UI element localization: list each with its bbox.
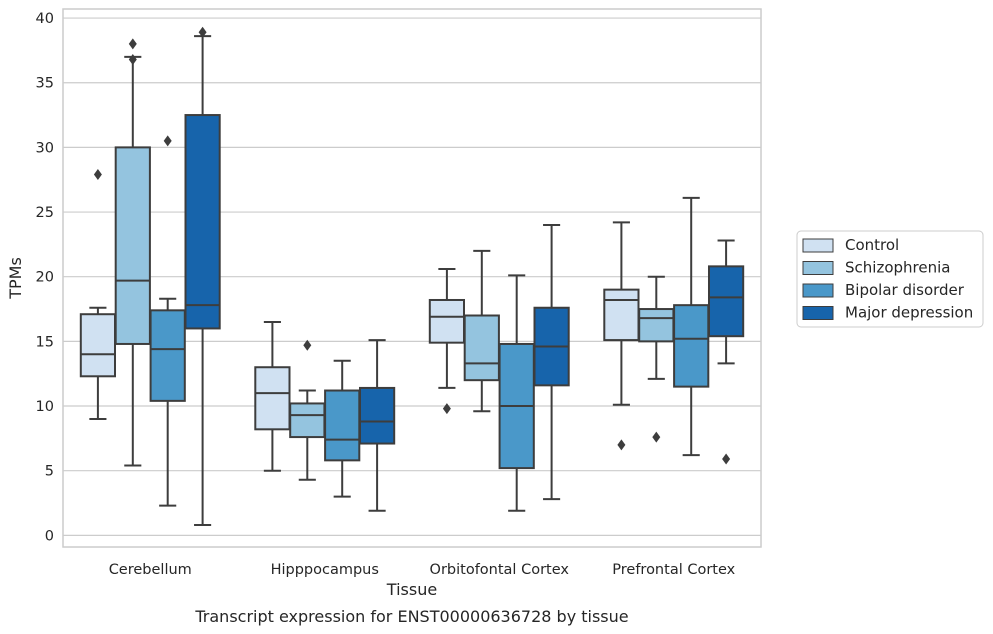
legend-label: Bipolar disorder: [845, 281, 965, 299]
box-body: [603, 288, 640, 342]
y-tick-label: 10: [36, 399, 54, 415]
outlier-point: [198, 26, 207, 38]
box-schizophrenia: [114, 38, 151, 467]
box-body: [289, 402, 326, 439]
box-body: [149, 309, 186, 402]
legend-label: Control: [845, 236, 899, 254]
box-schizophrenia: [289, 339, 326, 481]
box-bipolar-disorder: [324, 359, 361, 498]
y-tick-label: 30: [36, 140, 54, 156]
box-body: [324, 389, 361, 462]
outlier-point: [617, 439, 626, 451]
x-tick-label: Prefrontal Cortex: [612, 562, 735, 578]
box-schizophrenia: [638, 275, 675, 443]
legend-swatch: [802, 261, 834, 275]
box-body: [638, 308, 675, 343]
box-major-depression: [533, 223, 570, 501]
box-body: [463, 314, 500, 382]
box-body: [79, 313, 117, 378]
legend-label: Schizophrenia: [845, 259, 950, 277]
box-major-depression: [707, 239, 745, 465]
outlier-point: [93, 169, 102, 181]
outlier-point: [128, 53, 137, 65]
y-tick-label: 0: [45, 528, 54, 544]
box-major-depression: [184, 26, 221, 527]
y-tick-label: 35: [36, 76, 54, 92]
outlier-point: [128, 38, 137, 50]
box-schizophrenia: [463, 249, 500, 413]
x-tick-label: Hipppocampus: [271, 562, 379, 578]
y-tick-label: 15: [36, 334, 54, 350]
box-control: [79, 169, 117, 420]
chart-caption: Transcript expression for ENST0000063672…: [194, 607, 628, 626]
box-body: [254, 366, 291, 431]
y-tick-labels: 0 5 10 15 20 25 30 35 40: [36, 11, 54, 544]
outlier-point: [163, 135, 172, 147]
boxes: [79, 26, 745, 527]
box-body: [184, 114, 221, 330]
box-body: [428, 298, 466, 344]
box-control: [428, 267, 466, 415]
legend-label: Major depression: [845, 304, 973, 322]
box-body: [358, 386, 396, 445]
y-tick-label: 25: [36, 205, 54, 221]
legend: Control Schizophrenia Bipolar disorder Majo…: [796, 230, 984, 328]
box-bipolar-disorder: [149, 135, 186, 507]
outlier-point: [442, 403, 451, 415]
x-tick-labels: Cerebellum Hipppocampus Orbitofontal Corte…: [109, 562, 736, 578]
legend-swatch: [802, 306, 834, 320]
legend-swatch: [802, 238, 834, 253]
x-tick-label: Orbitofontal Cortex: [430, 562, 570, 578]
box-body: [707, 265, 745, 338]
x-axis-title: Tissue: [386, 580, 437, 599]
outlier-point: [722, 453, 731, 465]
legend-frame: [796, 230, 984, 328]
box-bipolar-disorder: [673, 196, 710, 457]
box-control: [603, 221, 640, 451]
box-major-depression: [358, 339, 396, 512]
outlier-point: [303, 339, 312, 351]
y-axis-title: TPMs: [6, 257, 25, 300]
y-tick-label: 20: [36, 270, 54, 286]
box-body: [673, 304, 710, 388]
outlier-point: [652, 431, 661, 443]
plot-frame: [62, 8, 762, 548]
box-bipolar-disorder: [498, 274, 535, 512]
box-control: [254, 320, 291, 472]
x-tick-label: Cerebellum: [109, 562, 192, 578]
box-body: [114, 146, 151, 345]
legend-swatch: [802, 283, 834, 298]
y-tick-label: 40: [36, 11, 54, 27]
y-tick-label: 5: [45, 464, 54, 480]
